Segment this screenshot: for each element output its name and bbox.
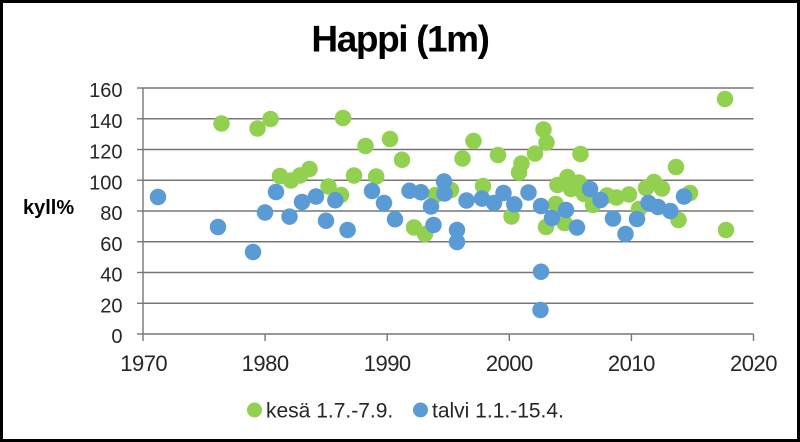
svg-text:talvi 1.1.-15.4.: talvi 1.1.-15.4. — [432, 400, 564, 423]
svg-text:2000: 2000 — [486, 351, 533, 376]
svg-text:1970: 1970 — [120, 351, 167, 376]
svg-text:kyll%: kyll% — [23, 197, 74, 219]
svg-text:120: 120 — [89, 142, 122, 164]
svg-text:60: 60 — [100, 234, 122, 256]
svg-text:1980: 1980 — [242, 351, 289, 376]
svg-text:Happi (1m): Happi (1m) — [311, 19, 488, 60]
svg-text:0: 0 — [111, 326, 122, 348]
svg-text:2020: 2020 — [730, 351, 777, 376]
svg-text:20: 20 — [100, 295, 122, 317]
svg-text:40: 40 — [100, 265, 122, 287]
svg-text:1990: 1990 — [364, 351, 411, 376]
svg-text:140: 140 — [89, 111, 122, 133]
svg-text:kesä 1.7.-7.9.: kesä 1.7.-7.9. — [266, 400, 393, 423]
svg-text:2010: 2010 — [608, 351, 655, 376]
svg-text:100: 100 — [89, 172, 122, 194]
svg-text:80: 80 — [100, 203, 122, 225]
svg-text:160: 160 — [89, 80, 122, 102]
